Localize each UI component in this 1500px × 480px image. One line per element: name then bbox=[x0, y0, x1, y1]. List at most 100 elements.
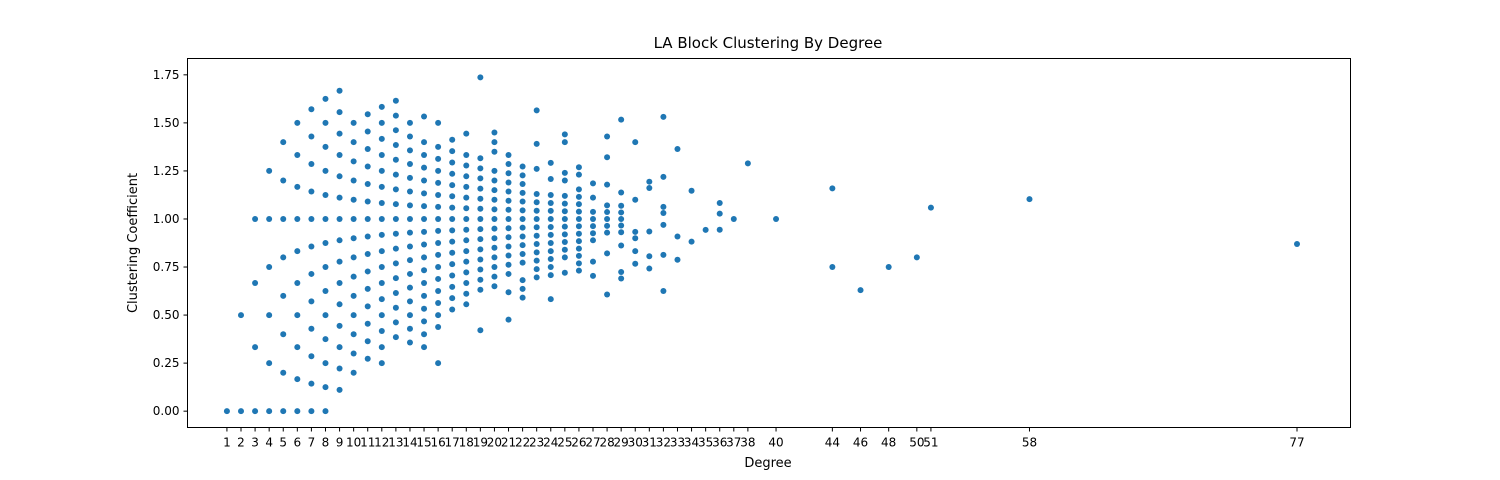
data-point bbox=[590, 230, 596, 237]
data-point bbox=[364, 163, 371, 170]
data-point bbox=[280, 331, 287, 338]
data-point bbox=[716, 210, 723, 217]
data-point bbox=[392, 304, 399, 311]
data-point bbox=[829, 185, 836, 192]
x-tick-label: 35 bbox=[698, 436, 713, 450]
data-point bbox=[421, 305, 428, 312]
x-tick-label: 18 bbox=[459, 436, 474, 450]
data-point bbox=[392, 112, 399, 119]
data-point bbox=[294, 279, 301, 286]
data-point bbox=[561, 231, 568, 238]
data-point bbox=[477, 327, 484, 334]
x-tick-label: 7 bbox=[308, 436, 316, 450]
data-point bbox=[392, 171, 399, 178]
data-point bbox=[463, 130, 470, 137]
data-point bbox=[604, 154, 611, 161]
data-point bbox=[927, 204, 934, 211]
data-point bbox=[590, 223, 596, 230]
data-point bbox=[477, 266, 484, 273]
data-point bbox=[435, 203, 442, 210]
data-point bbox=[322, 264, 329, 271]
data-point bbox=[322, 215, 329, 222]
data-point bbox=[449, 249, 456, 256]
data-point bbox=[294, 119, 301, 126]
data-point bbox=[618, 242, 625, 249]
data-point bbox=[421, 139, 428, 146]
data-point bbox=[575, 267, 582, 274]
data-point bbox=[618, 215, 625, 222]
data-point bbox=[406, 119, 413, 126]
data-point bbox=[519, 259, 526, 266]
data-point bbox=[561, 223, 568, 230]
data-point bbox=[547, 191, 554, 198]
data-point bbox=[491, 235, 498, 242]
data-point bbox=[308, 133, 315, 140]
x-tick-label: 17 bbox=[445, 436, 460, 450]
data-point bbox=[435, 191, 442, 198]
data-point bbox=[350, 139, 357, 146]
data-point bbox=[660, 203, 667, 210]
data-point bbox=[463, 290, 470, 297]
x-tick-label: 48 bbox=[881, 436, 896, 450]
data-point bbox=[463, 226, 470, 233]
data-point bbox=[322, 360, 329, 367]
data-point bbox=[392, 127, 399, 134]
data-point bbox=[294, 376, 301, 383]
data-point bbox=[491, 244, 498, 251]
data-point bbox=[519, 277, 526, 284]
data-point bbox=[406, 339, 413, 346]
data-point bbox=[449, 295, 456, 302]
data-point bbox=[336, 258, 343, 265]
data-point bbox=[716, 226, 723, 233]
data-point bbox=[350, 292, 357, 299]
data-point bbox=[477, 74, 484, 81]
data-point bbox=[308, 325, 315, 332]
data-point bbox=[716, 200, 723, 207]
data-point bbox=[406, 202, 413, 209]
x-tick-label: 10 bbox=[346, 436, 361, 450]
data-point bbox=[378, 103, 385, 110]
data-point bbox=[392, 319, 399, 326]
x-tick-label: 12 bbox=[374, 436, 389, 450]
data-point bbox=[519, 207, 526, 214]
x-tick-label: 9 bbox=[336, 436, 344, 450]
data-point bbox=[561, 208, 568, 215]
y-tick-label: 0.75 bbox=[153, 260, 180, 274]
data-point bbox=[378, 344, 385, 351]
data-point bbox=[561, 254, 568, 261]
data-point bbox=[406, 270, 413, 277]
data-point bbox=[1026, 196, 1033, 203]
data-point bbox=[421, 151, 428, 158]
x-tick-label: 24 bbox=[543, 436, 558, 450]
data-point bbox=[505, 215, 512, 222]
data-point bbox=[477, 236, 484, 243]
data-point bbox=[449, 136, 456, 143]
data-point bbox=[435, 275, 442, 282]
data-point bbox=[491, 148, 498, 155]
data-point bbox=[604, 291, 611, 298]
data-point bbox=[406, 174, 413, 181]
data-point bbox=[435, 312, 442, 319]
data-point bbox=[336, 215, 343, 222]
data-point bbox=[533, 207, 540, 214]
data-point bbox=[378, 296, 385, 303]
data-point bbox=[406, 284, 413, 291]
y-axis-label: Clustering Coefficient bbox=[126, 173, 141, 313]
data-point bbox=[322, 143, 329, 150]
x-tick-label: 22 bbox=[515, 436, 530, 450]
data-point bbox=[421, 318, 428, 325]
data-point bbox=[547, 296, 554, 303]
data-point bbox=[477, 195, 484, 202]
data-point bbox=[561, 239, 568, 246]
data-point bbox=[688, 238, 695, 245]
data-point bbox=[294, 344, 301, 351]
data-point bbox=[773, 215, 780, 222]
data-point bbox=[421, 113, 428, 120]
data-point bbox=[618, 189, 625, 196]
chart-title: LA Block Clustering By Degree bbox=[654, 34, 883, 52]
data-point bbox=[406, 133, 413, 140]
x-tick-label: 8 bbox=[322, 436, 330, 450]
y-tick-label: 0.00 bbox=[153, 404, 180, 418]
data-point bbox=[266, 408, 273, 415]
